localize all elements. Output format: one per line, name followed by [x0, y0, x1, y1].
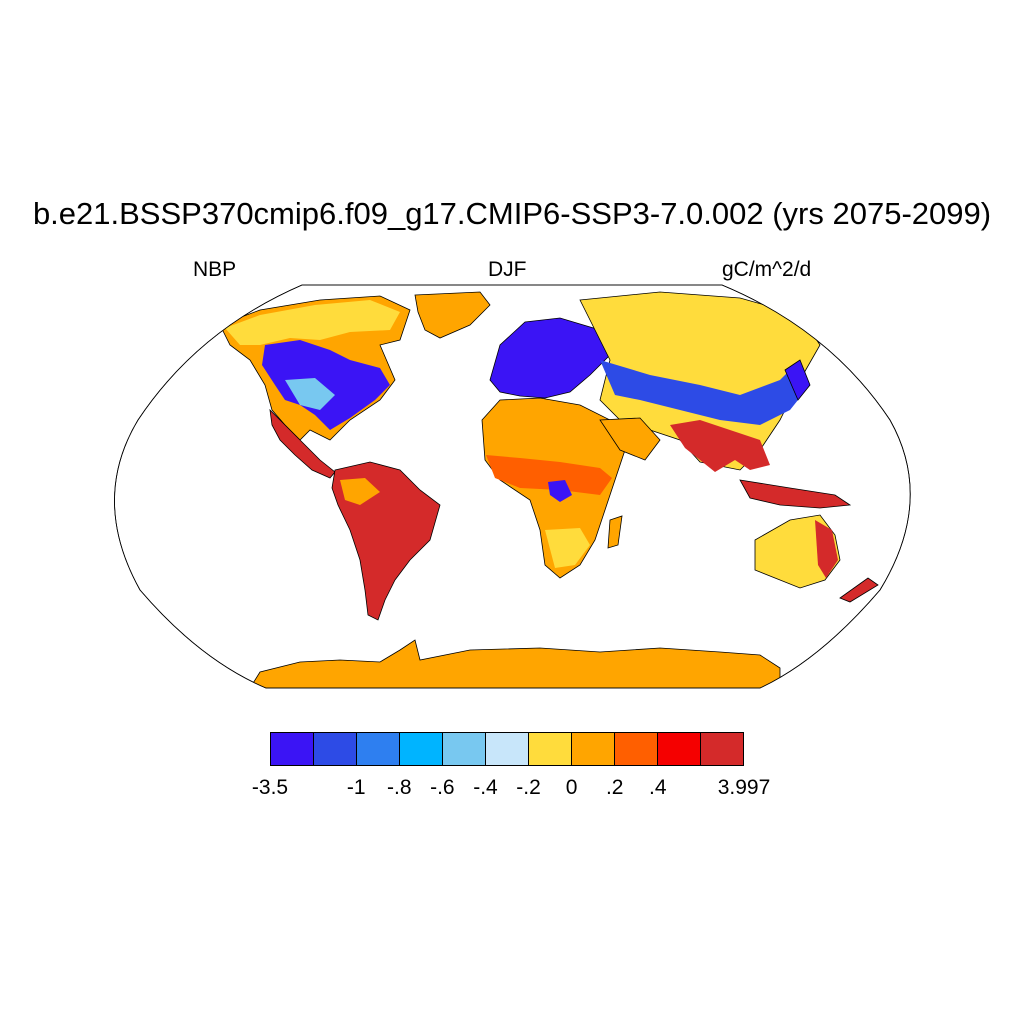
units-label: gC/m^2/d	[722, 258, 812, 281]
colorbar-label: -.2	[516, 776, 541, 799]
colorbar-box	[357, 733, 400, 765]
colorbar-label: -.8	[387, 776, 412, 799]
colorbar-box	[486, 733, 529, 765]
land-antarctica	[249, 639, 781, 688]
colorbar-box	[529, 733, 572, 765]
colorbar-label: 0	[565, 776, 578, 799]
land-europe	[489, 317, 611, 399]
colorbar-box	[443, 733, 486, 765]
variable-label: NBP	[193, 258, 237, 281]
colorbar-label: -1	[346, 776, 366, 799]
colorbar-label: .4	[649, 776, 667, 799]
colorbar-box	[400, 733, 443, 765]
colorbar-box	[271, 733, 314, 765]
colorbar-label: -.4	[473, 776, 498, 799]
colorbar-box	[701, 733, 743, 765]
land-greenland	[414, 291, 491, 339]
colorbar-box	[314, 733, 357, 765]
land-new-zealand	[839, 577, 879, 603]
colorbar-label: -.6	[430, 776, 455, 799]
colorbar-box	[658, 733, 701, 765]
colorbar-label: .2	[605, 776, 624, 799]
land-central-america	[269, 408, 336, 479]
land-indonesia	[739, 479, 852, 509]
colorbar	[270, 732, 744, 766]
colorbar-label: -3.5	[251, 776, 289, 799]
land-madagascar	[607, 515, 623, 549]
figure-title: b.e21.BSSP370cmip6.f09_g17.CMIP6-SSP3-7.…	[32, 196, 992, 231]
colorbar-box	[615, 733, 658, 765]
season-label: DJF	[488, 258, 527, 281]
colorbar-label: 3.997	[717, 776, 771, 799]
land-japan	[784, 359, 811, 401]
colorbar-box	[572, 733, 615, 765]
land-arabia	[599, 417, 661, 461]
